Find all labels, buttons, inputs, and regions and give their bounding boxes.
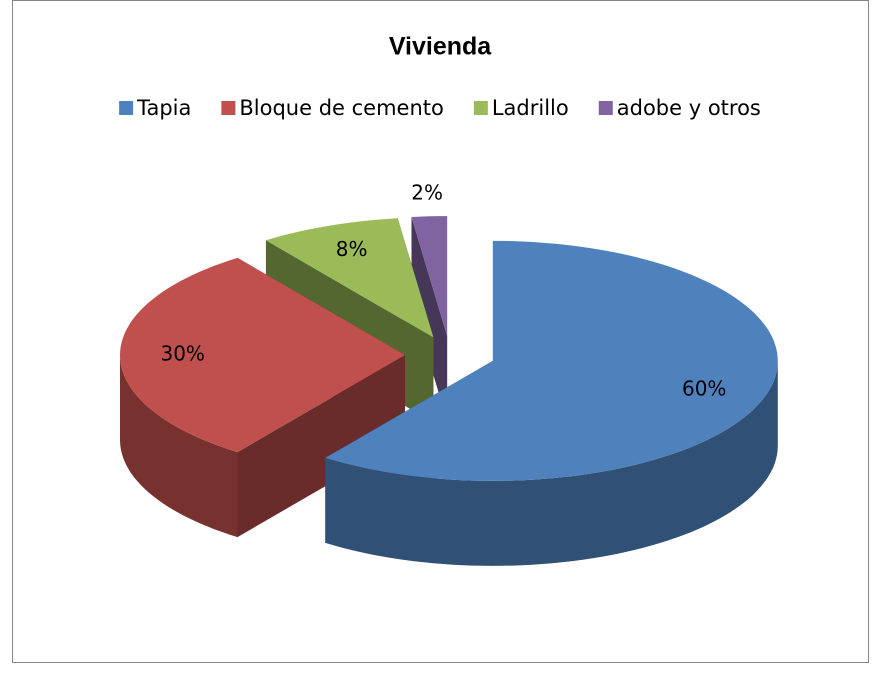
legend-label: Bloque de cemento (239, 96, 443, 120)
slice (411, 216, 448, 337)
chart-title: Vivienda (389, 33, 492, 61)
slice (120, 257, 405, 453)
data-label: 60% (682, 376, 726, 400)
legend-label: adobe y otros (617, 96, 761, 120)
slice (265, 218, 434, 338)
data-label: 30% (160, 342, 204, 366)
slice-side (120, 355, 238, 538)
legend-swatch (119, 101, 134, 115)
slice-side (325, 360, 778, 566)
legend-swatch (473, 101, 488, 115)
legend-label: Ladrillo (492, 96, 569, 120)
slice-side (411, 217, 448, 422)
data-label: 8% (336, 237, 368, 261)
data-label: 2% (411, 180, 443, 204)
legend-swatch (598, 101, 613, 115)
slice (325, 240, 778, 481)
legend-swatch (221, 101, 236, 115)
legend-label: Tapia (136, 96, 191, 120)
